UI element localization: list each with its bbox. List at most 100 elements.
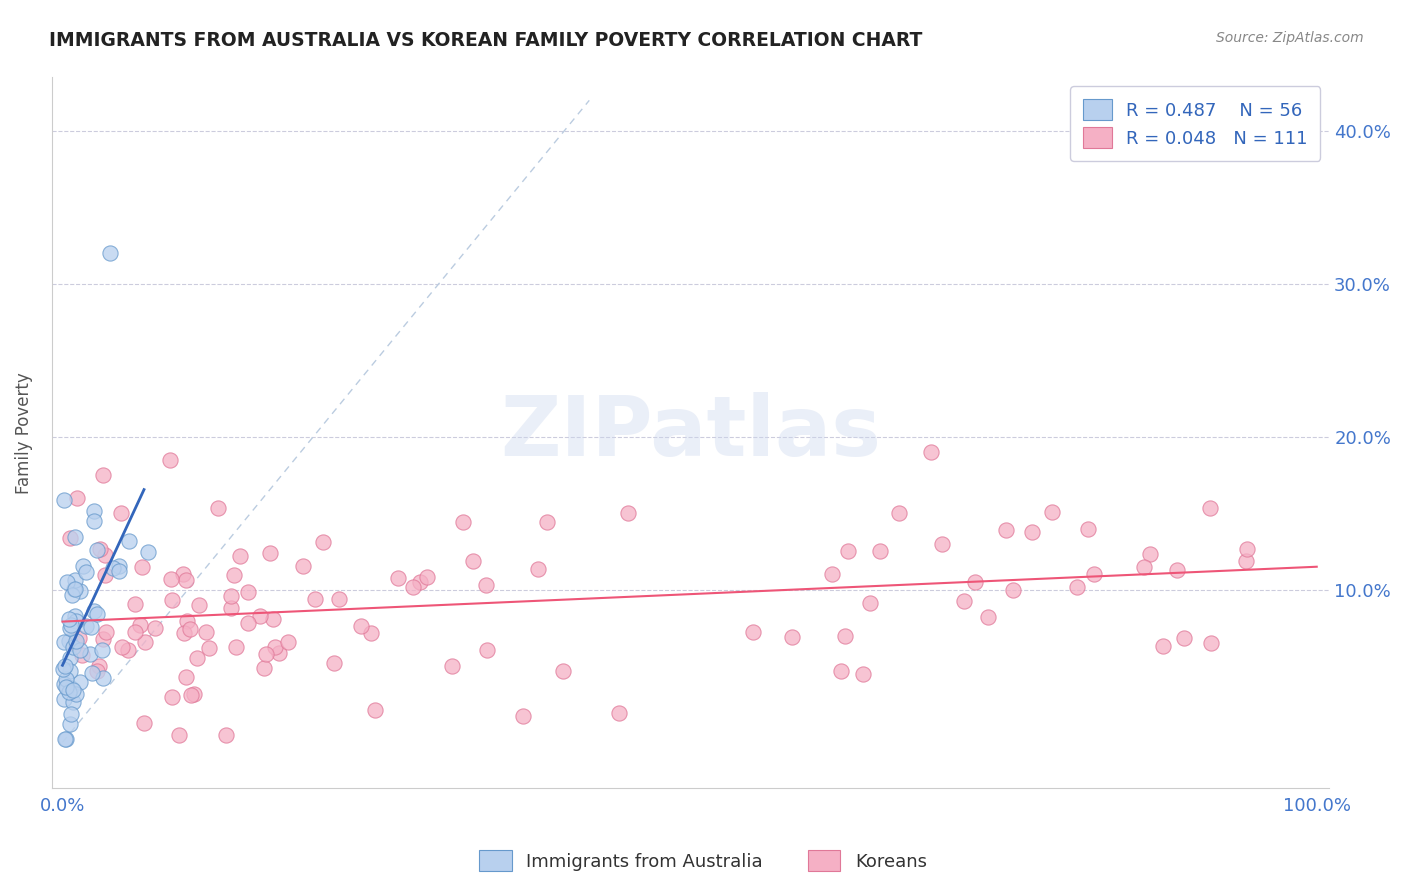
Point <box>741 625 763 640</box>
Point <box>207 500 229 515</box>
Point <box>1139 547 1161 561</box>
Point <box>292 559 315 574</box>
Point <box>59 617 82 632</box>
Point <box>173 625 195 640</box>
Point <box>267 646 290 660</box>
Point <box>55 681 77 695</box>
Point <box>75 565 97 579</box>
Point <box>323 657 346 671</box>
Point <box>132 716 155 731</box>
Point <box>117 642 139 657</box>
Point <box>931 536 953 550</box>
Point <box>86 664 108 678</box>
Point <box>360 626 382 640</box>
Point <box>63 582 86 597</box>
Point <box>617 506 640 520</box>
Point <box>62 695 84 709</box>
Point <box>1166 563 1188 577</box>
Point <box>312 535 335 549</box>
Point <box>920 445 942 459</box>
Point <box>65 530 87 544</box>
Point <box>83 515 105 529</box>
Point <box>86 543 108 558</box>
Point <box>512 709 534 723</box>
Point <box>55 672 77 686</box>
Point <box>834 629 856 643</box>
Point <box>53 676 76 690</box>
Point <box>830 664 852 678</box>
Point <box>953 594 976 608</box>
Point <box>80 666 103 681</box>
Point <box>160 572 183 586</box>
Point <box>59 622 82 636</box>
Point <box>160 690 183 704</box>
Point <box>1173 631 1195 645</box>
Point <box>463 553 485 567</box>
Point <box>1077 522 1099 536</box>
Point <box>79 647 101 661</box>
Point <box>1083 566 1105 581</box>
Point <box>977 610 1000 624</box>
Point <box>52 635 75 649</box>
Point <box>179 622 201 636</box>
Point <box>236 615 259 630</box>
Point <box>551 665 574 679</box>
Point <box>90 643 112 657</box>
Point <box>53 659 76 673</box>
Point <box>1236 542 1258 557</box>
Point <box>219 601 242 615</box>
Point <box>60 681 83 696</box>
Point <box>63 582 86 597</box>
Point <box>176 615 198 629</box>
Point <box>93 632 115 646</box>
Point <box>136 544 159 558</box>
Point <box>172 567 194 582</box>
Point <box>58 634 80 648</box>
Point <box>62 683 84 698</box>
Point <box>215 728 238 742</box>
Point <box>1152 639 1174 653</box>
Point <box>108 559 131 574</box>
Point <box>94 548 117 562</box>
Point <box>536 516 558 530</box>
Point <box>56 681 79 696</box>
Point <box>89 541 111 556</box>
Legend: Immigrants from Australia, Koreans: Immigrants from Australia, Koreans <box>472 843 934 879</box>
Point <box>183 687 205 701</box>
Point <box>416 569 439 583</box>
Point <box>111 640 134 655</box>
Point <box>128 618 150 632</box>
Point <box>963 574 986 589</box>
Point <box>387 571 409 585</box>
Point <box>350 618 373 632</box>
Point <box>1066 581 1088 595</box>
Point <box>225 640 247 655</box>
Legend: R = 0.487    N = 56, R = 0.048   N = 111: R = 0.487 N = 56, R = 0.048 N = 111 <box>1070 87 1320 161</box>
Point <box>62 640 84 654</box>
Point <box>304 591 326 606</box>
Point <box>607 706 630 721</box>
Point <box>94 625 117 640</box>
Point <box>59 531 82 545</box>
Point <box>80 620 103 634</box>
Point <box>59 706 82 721</box>
Point <box>1133 559 1156 574</box>
Point <box>86 607 108 621</box>
Point <box>264 640 287 654</box>
Point <box>52 692 75 706</box>
Text: Source: ZipAtlas.com: Source: ZipAtlas.com <box>1216 31 1364 45</box>
Point <box>198 640 221 655</box>
Point <box>180 688 202 702</box>
Point <box>66 491 89 505</box>
Y-axis label: Family Poverty: Family Poverty <box>15 372 32 493</box>
Point <box>69 674 91 689</box>
Point <box>67 631 90 645</box>
Point <box>174 573 197 587</box>
Point <box>475 642 498 657</box>
Point <box>402 580 425 594</box>
Point <box>58 684 80 698</box>
Point <box>852 667 875 681</box>
Point <box>187 598 209 612</box>
Point <box>60 588 83 602</box>
Point <box>229 549 252 564</box>
